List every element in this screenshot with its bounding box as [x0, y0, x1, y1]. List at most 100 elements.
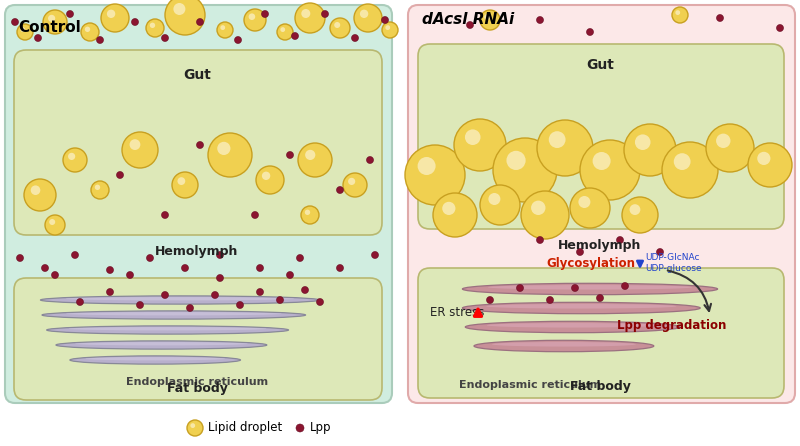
Circle shape — [298, 143, 332, 177]
Circle shape — [382, 17, 389, 24]
Circle shape — [706, 124, 754, 172]
Text: Endoplasmic reticulum: Endoplasmic reticulum — [126, 377, 268, 387]
Circle shape — [20, 27, 25, 32]
Circle shape — [94, 185, 100, 190]
FancyBboxPatch shape — [418, 268, 784, 398]
Circle shape — [295, 3, 325, 33]
Circle shape — [305, 210, 310, 215]
Circle shape — [286, 272, 294, 278]
Ellipse shape — [86, 357, 225, 360]
Circle shape — [317, 298, 323, 306]
Circle shape — [146, 255, 154, 261]
Circle shape — [366, 157, 374, 164]
Circle shape — [480, 10, 500, 30]
Circle shape — [48, 15, 55, 22]
Ellipse shape — [70, 356, 241, 364]
Circle shape — [305, 150, 315, 160]
Circle shape — [91, 181, 109, 199]
Circle shape — [178, 177, 186, 185]
Circle shape — [30, 186, 40, 195]
Text: Hemolymph: Hemolymph — [558, 240, 642, 252]
Circle shape — [758, 152, 770, 165]
Circle shape — [97, 37, 103, 44]
Circle shape — [217, 22, 233, 38]
Ellipse shape — [488, 285, 692, 289]
Circle shape — [249, 13, 255, 20]
Text: Glycosylation: Glycosylation — [546, 256, 635, 269]
Ellipse shape — [41, 296, 319, 304]
Ellipse shape — [466, 321, 680, 333]
Circle shape — [454, 119, 506, 171]
Ellipse shape — [462, 283, 718, 295]
Text: Lpp degradation: Lpp degradation — [618, 318, 726, 331]
Circle shape — [208, 133, 252, 177]
Circle shape — [117, 172, 123, 178]
Circle shape — [81, 23, 99, 41]
Circle shape — [182, 264, 189, 272]
Circle shape — [172, 172, 198, 198]
Text: Hemolymph: Hemolymph — [155, 245, 238, 259]
Circle shape — [337, 264, 343, 272]
Circle shape — [302, 286, 309, 293]
Circle shape — [106, 267, 114, 273]
Text: Control: Control — [18, 20, 81, 35]
Circle shape — [617, 236, 623, 244]
Circle shape — [126, 272, 134, 278]
Circle shape — [537, 17, 543, 24]
Ellipse shape — [486, 304, 677, 309]
Circle shape — [286, 152, 294, 158]
Circle shape — [622, 197, 658, 233]
Circle shape — [68, 153, 75, 160]
Text: Fat body: Fat body — [166, 382, 227, 395]
Ellipse shape — [56, 341, 267, 349]
FancyBboxPatch shape — [5, 5, 392, 403]
Circle shape — [220, 25, 225, 30]
Circle shape — [531, 201, 546, 215]
Circle shape — [85, 27, 90, 32]
Circle shape — [217, 252, 223, 259]
Circle shape — [257, 289, 263, 296]
Circle shape — [162, 34, 169, 41]
Circle shape — [630, 204, 640, 215]
Circle shape — [218, 142, 230, 155]
Circle shape — [101, 4, 129, 32]
Circle shape — [484, 14, 490, 20]
Circle shape — [217, 274, 223, 281]
Circle shape — [77, 298, 83, 306]
Circle shape — [130, 139, 140, 150]
Circle shape — [24, 179, 56, 211]
Circle shape — [580, 140, 640, 200]
FancyBboxPatch shape — [14, 278, 382, 400]
Circle shape — [657, 248, 663, 256]
Circle shape — [211, 292, 218, 298]
FancyBboxPatch shape — [14, 50, 382, 235]
Circle shape — [480, 185, 520, 225]
Circle shape — [672, 7, 688, 23]
Circle shape — [34, 34, 42, 41]
Circle shape — [187, 420, 203, 436]
Circle shape — [277, 24, 293, 40]
Circle shape — [571, 285, 578, 292]
Circle shape — [162, 292, 169, 298]
Circle shape — [297, 255, 303, 261]
Circle shape — [371, 252, 378, 259]
Text: ER stress: ER stress — [430, 306, 484, 318]
Circle shape — [150, 23, 155, 28]
Circle shape — [549, 131, 566, 148]
Circle shape — [360, 10, 368, 18]
Circle shape — [717, 15, 723, 21]
Circle shape — [675, 10, 680, 15]
Circle shape — [66, 11, 74, 17]
Circle shape — [382, 22, 398, 38]
Circle shape — [577, 248, 583, 256]
Circle shape — [162, 211, 169, 219]
Circle shape — [348, 178, 355, 185]
Circle shape — [488, 193, 501, 205]
Circle shape — [351, 34, 358, 41]
Ellipse shape — [462, 302, 700, 314]
Circle shape — [635, 134, 650, 150]
Ellipse shape — [46, 326, 289, 334]
Text: Lipid droplet: Lipid droplet — [208, 421, 282, 434]
Text: Gut: Gut — [183, 68, 211, 82]
Circle shape — [107, 10, 115, 18]
